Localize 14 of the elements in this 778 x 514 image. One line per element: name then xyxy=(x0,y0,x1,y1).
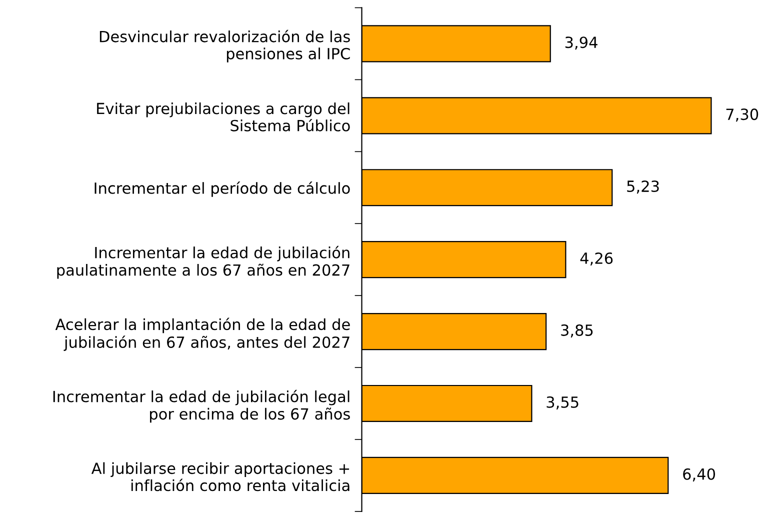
data-label: 5,23 xyxy=(627,180,659,194)
data-label: 3,94 xyxy=(565,36,598,50)
y-tick-label: Desvincular revalorización de las pensiones al IPC xyxy=(100,30,350,62)
data-label: 6,40 xyxy=(683,468,716,482)
data-label: 3,55 xyxy=(546,396,578,410)
y-tick-label: Acelerar la implantación de la edad de jubilación en 67 años, antes del 2027 xyxy=(55,318,350,351)
data-label: 3,85 xyxy=(561,324,593,338)
y-tick-label: Incrementar la edad de jubilación legal por encima de los 67 años xyxy=(53,390,350,423)
y-tick-label: Al jubilarse recibir aportaciones + inflación como renta vitalicia xyxy=(91,462,350,492)
y-tick-label: Incrementar la edad de jubilación paulatinamente a los 67 años en 2027 xyxy=(57,246,350,279)
data-label: 7,30 xyxy=(726,108,758,122)
data-label: 4,26 xyxy=(580,252,613,266)
y-tick-label: Incrementar el período de cálculo xyxy=(94,182,350,197)
y-tick-label: Evitar prejubilaciones a cargo del Sistema Público xyxy=(97,102,350,132)
